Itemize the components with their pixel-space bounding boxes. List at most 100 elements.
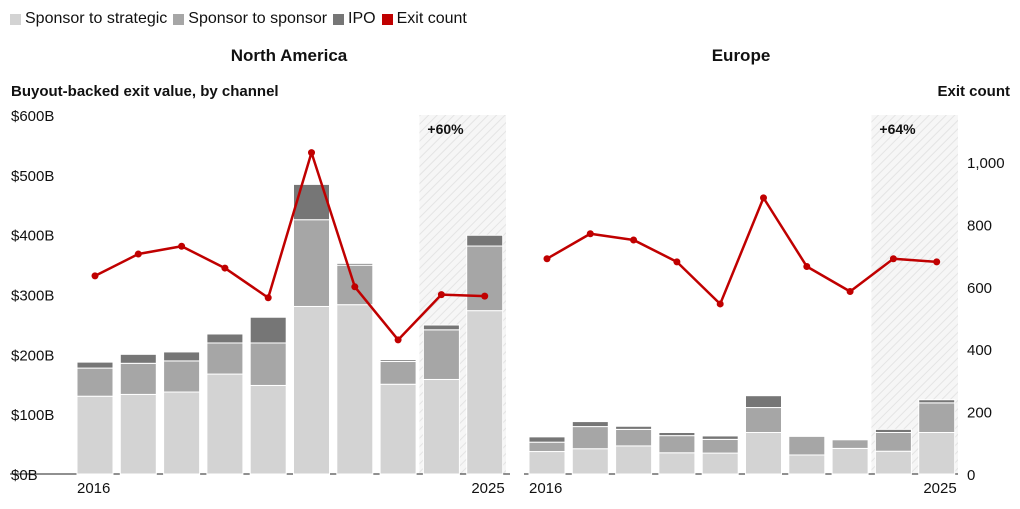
bar-sponsor-to-sponsor-2017 <box>571 426 609 450</box>
exit-count-point-2017 <box>134 250 142 258</box>
x-tick-label: 2016 <box>529 480 562 497</box>
bar-sponsor-to-sponsor-2021 <box>293 219 330 307</box>
bar-sponsor-to-sponsor-2016 <box>76 367 114 397</box>
bar-ipo-2024 <box>874 428 912 434</box>
bar-sponsor-to-sponsor-2024 <box>422 329 460 380</box>
bar-ipo-2025 <box>466 234 504 247</box>
exit-count-line-north-america <box>94 151 485 342</box>
exit-count-point-2024 <box>437 291 445 299</box>
bar-sponsor-to-strategic-2017 <box>571 448 609 475</box>
legend-label: Sponsor to strategic <box>25 10 168 27</box>
x-tick-label: 2025 <box>923 480 956 497</box>
bar-sponsor-to-sponsor-2021 <box>745 407 782 434</box>
exit-count-point-2018 <box>630 236 638 244</box>
bar-sponsor-to-strategic-2017 <box>119 393 157 475</box>
exit-count-point-2019 <box>221 264 229 272</box>
highlight-label-europe: +64% <box>879 121 916 137</box>
bar-sponsor-to-strategic-2025 <box>918 432 956 475</box>
exit-count-point-2017 <box>586 230 594 238</box>
legend-swatch-sponsor-to-sponsor <box>173 13 185 25</box>
bar-sponsor-to-strategic-2022 <box>788 454 826 475</box>
bar-sponsor-to-strategic-2020 <box>701 452 739 475</box>
bar-sponsor-to-sponsor-2020 <box>249 342 287 386</box>
bar-sponsor-to-strategic-2023 <box>379 383 417 475</box>
bar-sponsor-to-strategic-2024 <box>874 450 912 475</box>
legend-swatch-sponsor-to-strategic <box>10 13 21 25</box>
bar-sponsor-to-sponsor-2025 <box>466 245 504 312</box>
bar-sponsor-to-strategic-2020 <box>249 384 287 475</box>
exit-count-point-2019 <box>673 258 681 266</box>
bar-ipo-2016 <box>528 436 566 443</box>
bar-sponsor-to-sponsor-2019 <box>658 435 696 454</box>
exit-count-point-2016 <box>543 255 551 263</box>
y2-tick-label: 800 <box>967 217 992 234</box>
y-tick-label: $0B <box>11 467 38 484</box>
bar-ipo-2022 <box>336 262 374 266</box>
bar-sponsor-to-sponsor-2020 <box>701 438 739 454</box>
bar-ipo-2020 <box>249 316 287 344</box>
y-tick-label: $400B <box>11 228 54 245</box>
legend-swatch-ipo <box>333 13 345 25</box>
legend-label: IPO <box>348 10 376 27</box>
bar-sponsor-to-strategic-2018 <box>163 391 201 475</box>
bar-sponsor-to-strategic-2021 <box>745 432 782 475</box>
bar-ipo-2016 <box>76 361 114 369</box>
bar-sponsor-to-strategic-2019 <box>206 373 244 475</box>
legend-item-sponsor-to-sponsor: Sponsor to sponsor <box>173 10 327 28</box>
exit-count-point-2025 <box>933 258 941 266</box>
exit-count-point-2024 <box>889 255 897 263</box>
bar-sponsor-to-strategic-2023 <box>831 447 869 475</box>
bar-sponsor-to-strategic-2025 <box>466 310 504 475</box>
bar-sponsor-to-strategic-2021 <box>293 305 330 475</box>
right-axis-title: Exit count <box>937 83 1010 100</box>
exit-count-point-2022 <box>351 283 359 291</box>
y-tick-label: $200B <box>11 347 54 364</box>
legend: Sponsor to strategic Sponsor to sponsor … <box>10 10 473 28</box>
y-tick-label: $100B <box>11 407 54 424</box>
highlight-label-north-america: +60% <box>427 121 464 137</box>
bar-sponsor-to-sponsor-2023 <box>379 361 417 385</box>
bar-sponsor-to-sponsor-2016 <box>528 441 566 453</box>
y2-tick-label: 0 <box>967 467 975 484</box>
legend-item-ipo: IPO <box>333 10 376 28</box>
y2-tick-label: 1,000 <box>967 155 1005 172</box>
bar-sponsor-to-sponsor-2018 <box>163 360 201 393</box>
bar-sponsor-to-strategic-2022 <box>336 304 374 475</box>
left-axis-title: Buyout-backed exit value, by channel <box>11 83 279 100</box>
legend-label: Sponsor to sponsor <box>188 10 328 27</box>
y-tick-label: $500B <box>11 168 54 185</box>
chart-title-north-america: North America <box>230 46 348 65</box>
bar-sponsor-to-strategic-2016 <box>76 395 114 475</box>
bar-ipo-2025 <box>918 399 956 404</box>
bar-sponsor-to-strategic-2018 <box>615 445 653 475</box>
bar-sponsor-to-sponsor-2019 <box>206 342 244 375</box>
y-tick-label: $600B <box>11 108 54 125</box>
exit-count-point-2025 <box>481 292 489 300</box>
bar-sponsor-to-sponsor-2024 <box>874 432 912 452</box>
exit-count-point-2021 <box>308 149 315 157</box>
bar-ipo-2019 <box>658 432 696 437</box>
exit-count-point-2023 <box>846 287 854 295</box>
bar-ipo-2017 <box>571 421 609 428</box>
legend-label: Exit count <box>396 10 467 27</box>
bar-ipo-2024 <box>422 324 460 331</box>
bar-ipo-2022 <box>788 435 826 437</box>
y-tick-label: $300B <box>11 288 54 305</box>
exit-count-point-2021 <box>760 194 767 202</box>
exit-count-point-2016 <box>91 272 99 280</box>
x-tick-label: 2016 <box>77 480 110 497</box>
bar-sponsor-to-sponsor-2022 <box>788 435 826 456</box>
y2-tick-label: 600 <box>967 280 992 297</box>
exit-count-point-2022 <box>803 263 811 271</box>
bar-sponsor-to-sponsor-2018 <box>615 428 653 447</box>
exit-count-line-europe <box>546 196 937 306</box>
bar-sponsor-to-strategic-2024 <box>422 378 460 475</box>
y2-tick-label: 200 <box>967 405 992 422</box>
exit-count-point-2020 <box>264 294 272 302</box>
bar-ipo-2017 <box>119 353 157 364</box>
chart-title-europe: Europe <box>711 46 771 65</box>
bar-sponsor-to-sponsor-2025 <box>918 402 956 434</box>
x-tick-label: 2025 <box>471 480 504 497</box>
legend-swatch-exit-count <box>381 13 393 25</box>
